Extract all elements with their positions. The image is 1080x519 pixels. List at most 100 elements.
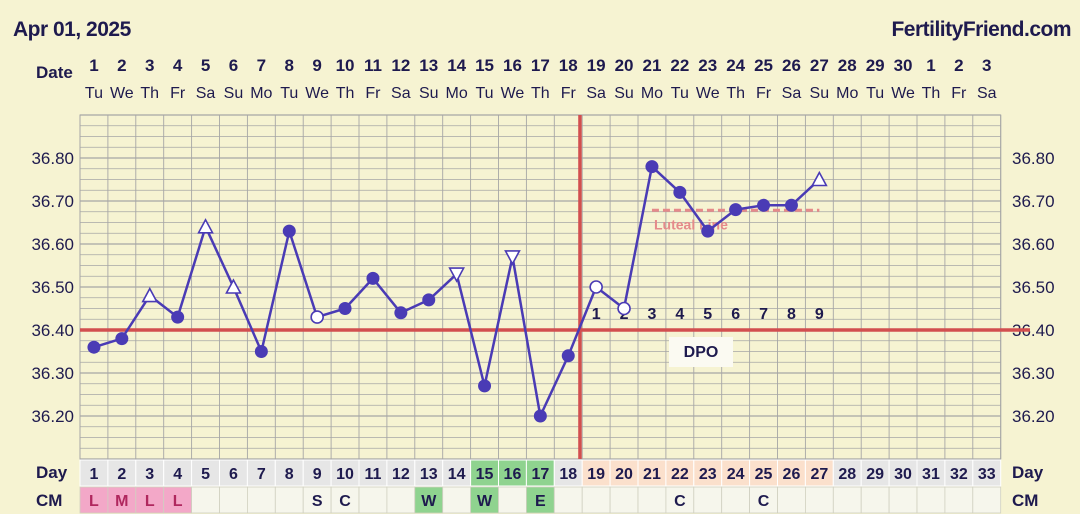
date-number: 1: [89, 56, 98, 75]
date-number: 15: [475, 56, 494, 75]
site-name: FertilityFriend.com: [891, 18, 1071, 41]
date-number: 30: [894, 56, 913, 75]
cycle-day-number: 23: [699, 466, 717, 483]
cm-cell: [330, 486, 360, 514]
day-cell: [916, 459, 946, 487]
day-cell: [972, 459, 1002, 487]
date-number: 2: [954, 56, 963, 75]
date-number: 26: [782, 56, 801, 75]
weekday-label: Su: [614, 85, 634, 102]
weekday-label: Sa: [782, 85, 802, 102]
cm-cell: [107, 486, 137, 514]
date-number: 1: [926, 56, 935, 75]
weekday-label: Fr: [365, 85, 381, 102]
dpo-number: 9: [815, 306, 824, 323]
day-row-label-right: Day: [1012, 463, 1044, 482]
weekday-label: Th: [922, 85, 941, 102]
temperature-point: [394, 306, 408, 320]
y-tick-label-right: 36.40: [1012, 321, 1055, 340]
y-tick-label-right: 36.70: [1012, 192, 1055, 211]
cm-value: S: [312, 493, 323, 510]
dpo-number: 3: [647, 306, 656, 323]
cycle-day-number: 12: [392, 466, 410, 483]
day-cell: [246, 459, 276, 487]
weekday-label: Th: [726, 85, 745, 102]
day-cell: [665, 459, 695, 487]
dpo-number: 8: [787, 306, 796, 323]
temperature-point: [115, 332, 129, 346]
cycle-day-number: 18: [559, 466, 577, 483]
dpo-number: 6: [731, 306, 740, 323]
temperature-point: [141, 286, 159, 303]
cycle-day-number: 15: [476, 466, 494, 483]
cm-value: L: [173, 493, 183, 510]
cm-cell: [888, 486, 918, 514]
dpo-number: 1: [592, 306, 601, 323]
date-number: 16: [503, 56, 522, 75]
temperature-point: [87, 340, 101, 354]
cycle-day-number: 16: [504, 466, 522, 483]
temperature-point: [784, 198, 798, 212]
day-cell: [414, 459, 444, 487]
cycle-day-number: 2: [117, 466, 126, 483]
date-number: 3: [145, 56, 154, 75]
y-tick-label-right: 36.60: [1012, 235, 1055, 254]
weekday-label: Mo: [836, 85, 858, 102]
cm-row-label-right: CM: [1012, 491, 1038, 510]
day-cell: [79, 459, 109, 487]
cm-value: W: [421, 493, 437, 510]
cm-value: M: [115, 493, 128, 510]
cm-cell: [191, 486, 220, 514]
dpo-number: 7: [759, 306, 768, 323]
date-number: 28: [838, 56, 857, 75]
temperature-point: [282, 224, 296, 238]
weekday-label: Sa: [391, 85, 411, 102]
cycle-day-number: 28: [838, 466, 856, 483]
y-tick-label-left: 36.20: [31, 407, 74, 426]
date-number: 20: [615, 56, 634, 75]
weekday-label: Mo: [641, 85, 663, 102]
cycle-day-number: 5: [201, 466, 210, 483]
day-cell: [191, 459, 221, 487]
date-row-label: Date: [36, 63, 73, 82]
y-tick-label-left: 36.50: [31, 278, 74, 297]
weekday-label: We: [696, 85, 720, 102]
cycle-day-number: 19: [587, 466, 605, 483]
weekday-label: Tu: [866, 85, 884, 102]
cm-cell: [302, 486, 332, 514]
cycle-day-number: 10: [336, 466, 354, 483]
temperature-point: [729, 203, 743, 217]
date-number: 4: [173, 56, 183, 75]
temperature-point: [422, 293, 436, 307]
cm-cell: [79, 486, 109, 514]
weekday-label: Tu: [280, 85, 298, 102]
cm-cell: [749, 486, 778, 514]
temperature-point: [701, 224, 715, 238]
date-number: 17: [531, 56, 550, 75]
cm-value: C: [339, 493, 351, 510]
temperature-point: [310, 310, 324, 324]
cycle-day-number: 21: [643, 466, 661, 483]
date-number: 2: [117, 56, 126, 75]
temperature-point: [673, 185, 687, 199]
weekday-label: We: [305, 85, 329, 102]
weekday-label: We: [110, 85, 134, 102]
cm-cell: [721, 486, 751, 514]
y-tick-label-right: 36.30: [1012, 364, 1055, 383]
cm-cell: [386, 486, 416, 514]
cycle-day-number: 17: [531, 466, 549, 483]
date-number: 9: [312, 56, 321, 75]
date-number: 22: [670, 56, 689, 75]
temperature-point: [254, 345, 268, 358]
weekday-label: Tu: [476, 85, 494, 102]
weekday-label: Su: [810, 85, 830, 102]
temperature-point: [478, 379, 492, 393]
day-cell: [219, 459, 248, 487]
cycle-day-number: 29: [866, 466, 884, 483]
dpo-number: 4: [675, 306, 684, 323]
y-tick-label-right: 36.50: [1012, 278, 1055, 297]
cycle-day-number: 6: [229, 466, 238, 483]
temperature-point: [533, 409, 547, 423]
cm-cell: [972, 486, 1002, 514]
